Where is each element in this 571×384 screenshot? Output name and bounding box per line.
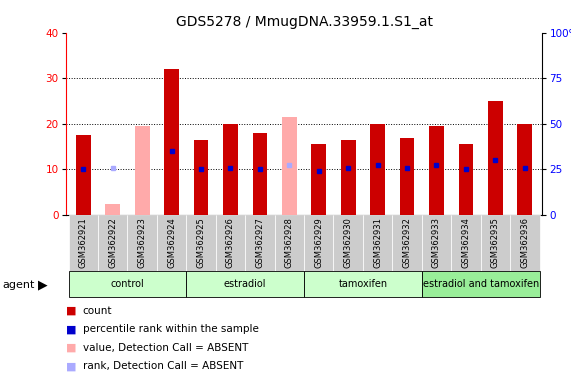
Bar [157, 215, 186, 271]
Text: GSM362921: GSM362921 [79, 217, 88, 268]
Text: GSM362926: GSM362926 [226, 217, 235, 268]
Text: GSM362930: GSM362930 [344, 217, 353, 268]
Text: value, Detection Call = ABSENT: value, Detection Call = ABSENT [83, 343, 248, 353]
Bar [422, 271, 540, 297]
Text: rank, Detection Call = ABSENT: rank, Detection Call = ABSENT [83, 361, 243, 371]
Text: estradiol and tamoxifen: estradiol and tamoxifen [423, 279, 539, 289]
Text: GSM362934: GSM362934 [461, 217, 471, 268]
Bar [282, 117, 297, 215]
Text: GSM362931: GSM362931 [373, 217, 382, 268]
Text: control: control [111, 279, 144, 289]
Text: GSM362922: GSM362922 [108, 217, 117, 268]
Text: ■: ■ [66, 324, 76, 334]
Text: GSM362927: GSM362927 [255, 217, 264, 268]
Text: agent: agent [3, 280, 35, 290]
Bar [510, 215, 540, 271]
Bar [311, 144, 326, 215]
Text: tamoxifen: tamoxifen [339, 279, 388, 289]
Bar [194, 140, 208, 215]
Text: GSM362923: GSM362923 [138, 217, 147, 268]
Bar [392, 215, 422, 271]
Bar [98, 215, 127, 271]
Text: ■: ■ [66, 343, 76, 353]
Bar [400, 137, 415, 215]
Text: GSM362933: GSM362933 [432, 217, 441, 268]
Bar [429, 126, 444, 215]
Bar [341, 140, 356, 215]
Bar [186, 271, 304, 297]
Bar [245, 215, 275, 271]
Bar [422, 215, 451, 271]
Bar [481, 215, 510, 271]
Text: GSM362924: GSM362924 [167, 217, 176, 268]
Text: ▶: ▶ [38, 278, 47, 291]
Bar [69, 215, 98, 271]
Bar [69, 271, 186, 297]
Bar [127, 215, 157, 271]
Text: GSM362929: GSM362929 [314, 217, 323, 268]
Text: GSM362925: GSM362925 [196, 217, 206, 268]
Bar [370, 124, 385, 215]
Text: percentile rank within the sample: percentile rank within the sample [83, 324, 259, 334]
Bar [333, 215, 363, 271]
Bar [304, 271, 422, 297]
Text: count: count [83, 306, 112, 316]
Bar [164, 69, 179, 215]
Text: ■: ■ [66, 361, 76, 371]
Bar [106, 204, 120, 215]
Bar [135, 126, 150, 215]
Text: GSM362935: GSM362935 [491, 217, 500, 268]
Title: GDS5278 / MmugDNA.33959.1.S1_at: GDS5278 / MmugDNA.33959.1.S1_at [175, 15, 433, 29]
Bar [275, 215, 304, 271]
Bar [186, 215, 216, 271]
Text: estradiol: estradiol [224, 279, 267, 289]
Bar [252, 133, 267, 215]
Bar [488, 101, 502, 215]
Bar [216, 215, 245, 271]
Text: GSM362932: GSM362932 [403, 217, 412, 268]
Bar [459, 144, 473, 215]
Text: ■: ■ [66, 306, 76, 316]
Bar [363, 215, 392, 271]
Bar [223, 124, 238, 215]
Bar [451, 215, 481, 271]
Bar [304, 215, 333, 271]
Bar [76, 135, 91, 215]
Text: GSM362928: GSM362928 [285, 217, 294, 268]
Text: GSM362936: GSM362936 [520, 217, 529, 268]
Bar [517, 124, 532, 215]
